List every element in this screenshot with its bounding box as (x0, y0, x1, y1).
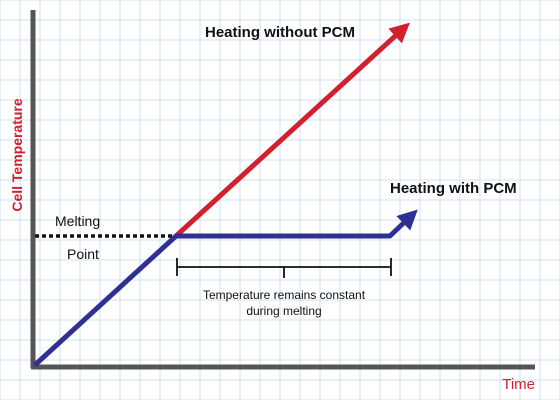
y-axis-label: Cell Temperature (9, 98, 25, 212)
melting-label: Melting (55, 213, 100, 229)
with-pcm-line (33, 209, 418, 367)
constant-label-line1: Temperature remains constant (203, 288, 366, 302)
without-pcm-label: Heating without PCM (205, 24, 355, 41)
without-pcm-line (173, 22, 410, 239)
point-label: Point (67, 246, 99, 262)
constant-label-line2: during melting (246, 304, 321, 318)
melting-bracket (176, 258, 392, 278)
x-axis-label: Time (502, 376, 535, 393)
with-pcm-label: Heating with PCM (390, 180, 517, 197)
